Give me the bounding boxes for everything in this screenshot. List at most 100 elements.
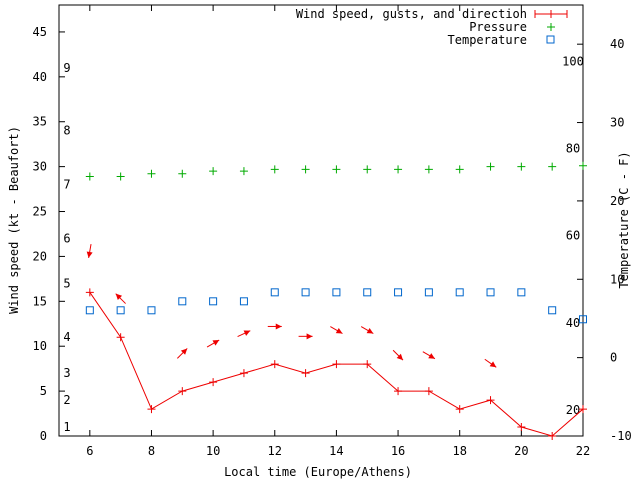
wind-speed-point — [424, 387, 433, 396]
x-axis-label: Local time (Europe/Athens) — [224, 465, 412, 479]
pressure-point — [147, 169, 156, 178]
wind-speed-point — [394, 387, 403, 396]
wind-direction-arrow — [115, 293, 126, 304]
y2-tick-label: 40 — [610, 37, 624, 51]
wind-speed-point — [209, 378, 218, 387]
wind-arrow-head — [180, 348, 188, 355]
y-tick-label: 10 — [33, 339, 47, 353]
temperature-point — [517, 288, 526, 297]
pressure-point — [209, 167, 218, 176]
legend-label-pressure: Pressure — [469, 20, 527, 34]
fahrenheit-label: 20 — [566, 403, 580, 417]
y2-tick-label: -10 — [610, 429, 632, 443]
wind-direction-arrow — [392, 349, 404, 361]
wind-direction-arrow — [86, 244, 93, 259]
y2-axis-label: Temperature (C - F) — [617, 151, 631, 288]
temperature-point — [301, 288, 310, 297]
x-tick-label: 20 — [514, 444, 528, 458]
y-tick-label: 40 — [33, 70, 47, 84]
wind-direction-arrow — [484, 358, 497, 368]
wind-arrow-head — [306, 333, 313, 340]
x-tick-label: 14 — [329, 444, 343, 458]
y-tick-label: 0 — [40, 429, 47, 443]
beaufort-label: 3 — [63, 366, 70, 380]
pressure-point — [517, 162, 526, 171]
pressure-point — [85, 172, 94, 181]
x-tick-label: 10 — [206, 444, 220, 458]
wind-direction-arrow — [330, 326, 343, 334]
temperature-point — [332, 288, 341, 297]
wind-speed-point — [517, 423, 526, 432]
y2-tick-label: 0 — [610, 351, 617, 365]
temperature-point — [178, 297, 187, 306]
x-tick-label: 6 — [86, 444, 93, 458]
legend-marker-temperature — [546, 35, 555, 44]
wind-speed-point — [486, 396, 495, 405]
y-tick-label: 15 — [33, 294, 47, 308]
pressure-point — [424, 165, 433, 174]
wind-direction-arrow — [237, 330, 251, 338]
temperature-point — [394, 288, 403, 297]
y-tick-label: 35 — [33, 115, 47, 129]
y2-tick-label: 30 — [610, 116, 624, 130]
x-tick-label: 8 — [148, 444, 155, 458]
wind-direction-arrow — [360, 326, 374, 334]
wind-speed-point — [85, 288, 94, 297]
pressure-point — [301, 165, 310, 174]
wind-arrow-head — [275, 323, 282, 330]
wind-arrow-head — [428, 353, 435, 359]
temperature-point — [85, 306, 94, 315]
pressure-point — [178, 169, 187, 178]
fahrenheit-label: 40 — [566, 316, 580, 330]
pressure-point — [270, 165, 279, 174]
temperature-point — [424, 288, 433, 297]
y-tick-label: 5 — [40, 384, 47, 398]
wind-direction-arrow — [298, 333, 313, 340]
beaufort-label: 1 — [63, 420, 70, 434]
y-tick-label: 30 — [33, 160, 47, 174]
fahrenheit-label: 60 — [566, 228, 580, 242]
legend-label-temperature: Temperature — [448, 33, 527, 47]
wind-speed-point — [147, 405, 156, 414]
beaufort-label: 7 — [63, 178, 70, 192]
y-tick-label: 45 — [33, 25, 47, 39]
beaufort-label: 8 — [63, 124, 70, 138]
x-tick-label: 16 — [391, 444, 405, 458]
pressure-point — [486, 162, 495, 171]
wind-speed-point — [178, 387, 187, 396]
wind-direction-arrow — [176, 348, 188, 359]
pressure-point — [239, 167, 248, 176]
temperature-point — [548, 306, 557, 315]
beaufort-label: 5 — [63, 276, 70, 290]
pressure-point — [363, 165, 372, 174]
wind-direction-arrow — [267, 323, 282, 330]
x-tick-label: 18 — [452, 444, 466, 458]
wind-arrow-head — [243, 330, 251, 336]
temperature-point — [579, 315, 587, 324]
fahrenheit-label: 80 — [566, 141, 580, 155]
legend: Wind speed, gusts, and direction Pressur… — [296, 7, 568, 47]
wind-speed-point — [116, 333, 125, 342]
wind-speed-point — [301, 369, 310, 378]
wind-direction-arrow — [206, 339, 220, 348]
beaufort-label: 9 — [63, 61, 70, 75]
pressure-point — [548, 162, 557, 171]
temperature-point — [363, 288, 372, 297]
wind-speed-point — [270, 360, 279, 369]
pressure-point — [116, 172, 125, 181]
wind-arrow-head — [366, 327, 374, 334]
wind-arrow-head — [115, 293, 123, 301]
plot-frame — [58, 4, 584, 437]
temperature-point — [116, 306, 125, 315]
y-tick-label: 25 — [33, 205, 47, 219]
wind-arrow-head — [489, 361, 497, 368]
y-axis-label: Wind speed (kt - Beaufort) — [7, 126, 21, 314]
y-tick-label: 20 — [33, 249, 47, 263]
beaufort-label: 6 — [63, 231, 70, 245]
wind-speed-point — [363, 360, 372, 369]
wind-speed-point — [332, 360, 341, 369]
wind-arrow-head — [212, 340, 220, 346]
temperature-point — [455, 288, 464, 297]
y2-tick-label: 10 — [610, 272, 624, 286]
